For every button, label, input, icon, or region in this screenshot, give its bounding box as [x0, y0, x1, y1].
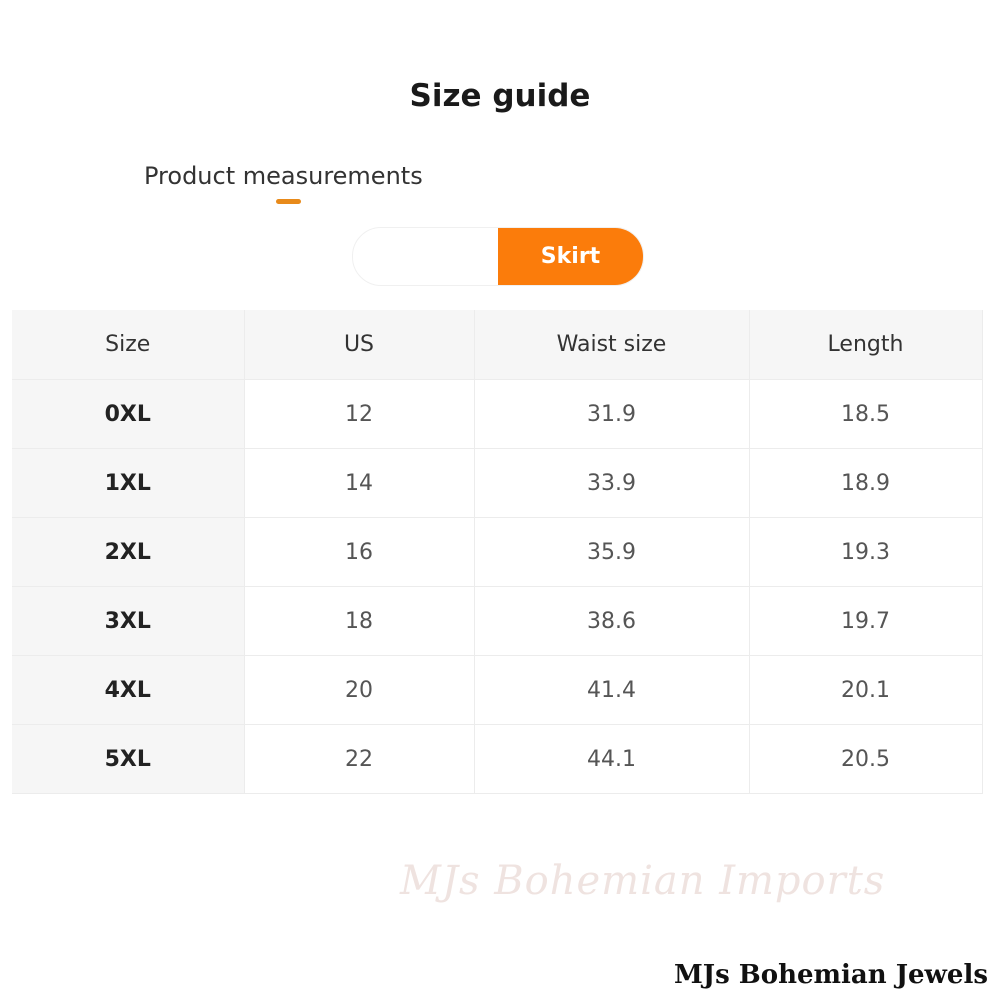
table-row: 3XL 18 38.6 19.7: [12, 586, 983, 656]
table-row: 4XL 20 41.4 20.1: [12, 655, 983, 725]
table-cell: 19.7: [749, 586, 983, 656]
column-header: US: [244, 310, 475, 380]
size-cell: 1XL: [12, 448, 245, 518]
page-title: Size guide: [409, 78, 591, 114]
tab-product-measurements[interactable]: Product measurements: [144, 162, 423, 190]
toggle-option-empty[interactable]: [353, 228, 498, 285]
toggle-option-skirt[interactable]: Skirt: [498, 228, 643, 285]
table-cell: 18: [244, 586, 475, 656]
table-row: 5XL 22 44.1 20.5: [12, 724, 983, 794]
table-row: 2XL 16 35.9 19.3: [12, 517, 983, 587]
table-cell: 22: [244, 724, 475, 794]
table-cell: 31.9: [474, 379, 750, 449]
column-header: Waist size: [474, 310, 750, 380]
table-cell: 44.1: [474, 724, 750, 794]
size-cell: 2XL: [12, 517, 245, 587]
table-cell: 20.1: [749, 655, 983, 725]
table-cell: 14: [244, 448, 475, 518]
table-cell: 38.6: [474, 586, 750, 656]
table-cell: 18.9: [749, 448, 983, 518]
table-cell: 20: [244, 655, 475, 725]
table-cell: 33.9: [474, 448, 750, 518]
active-tab-indicator: [276, 199, 301, 204]
size-cell: 0XL: [12, 379, 245, 449]
table-row: 1XL 14 33.9 18.9: [12, 448, 983, 518]
column-header: Size: [12, 310, 245, 380]
size-cell: 5XL: [12, 724, 245, 794]
table-row: 0XL 12 31.9 18.5: [12, 379, 983, 449]
size-cell: 4XL: [12, 655, 245, 725]
table-cell: 12: [244, 379, 475, 449]
table-cell: 20.5: [749, 724, 983, 794]
table-cell: 41.4: [474, 655, 750, 725]
table-header-row: Size US Waist size Length: [12, 310, 983, 380]
table-cell: 16: [244, 517, 475, 587]
table-cell: 18.5: [749, 379, 983, 449]
garment-toggle: Skirt: [352, 227, 644, 286]
size-table: Size US Waist size Length 0XL 12 31.9 18.5 1XL 1…: [12, 310, 983, 794]
table-cell: 19.3: [749, 517, 983, 587]
table-cell: 35.9: [474, 517, 750, 587]
brand-name: MJs Bohemian Jewels: [673, 960, 988, 990]
watermark: MJs Bohemian Imports: [400, 858, 886, 904]
size-cell: 3XL: [12, 586, 245, 656]
column-header: Length: [749, 310, 983, 380]
